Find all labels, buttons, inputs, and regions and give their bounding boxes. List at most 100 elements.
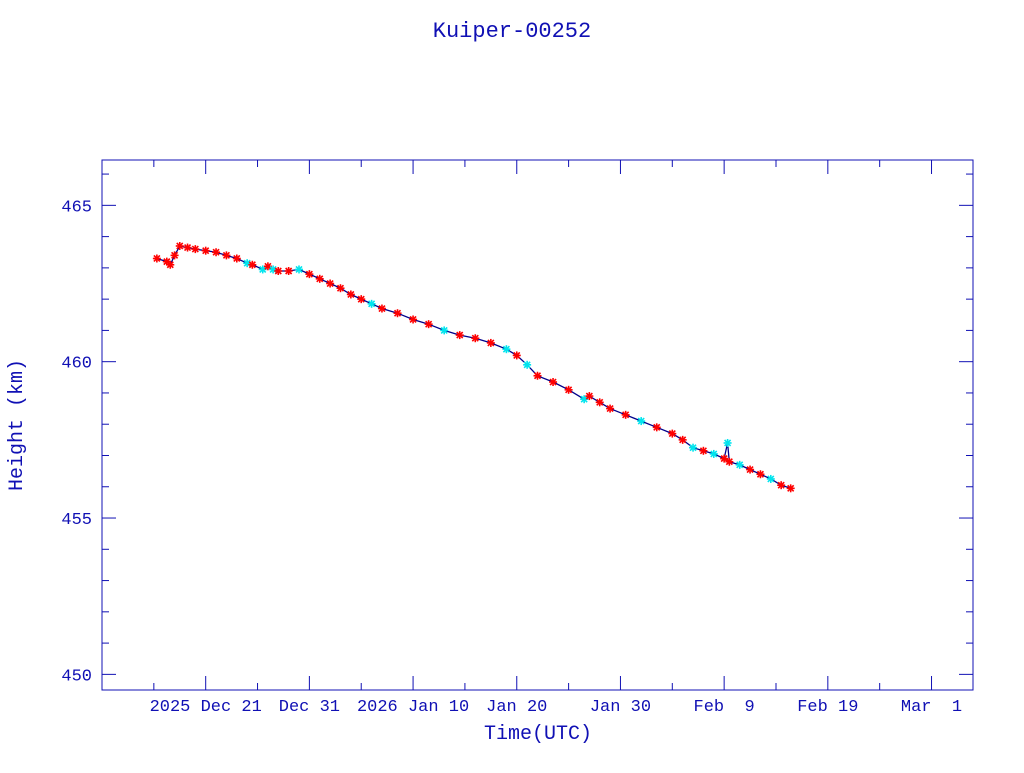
data-point-marker: [201, 246, 210, 255]
data-point-marker: [523, 360, 532, 369]
marker-stroke: [725, 458, 733, 466]
data-point-marker: [191, 245, 200, 254]
marker-stroke: [191, 245, 199, 253]
marker-stroke: [176, 242, 184, 250]
data-point-marker: [595, 398, 604, 407]
data-point-marker: [652, 423, 661, 432]
x-tick-labels: 2025 Dec 21 Dec 31 2026 Jan 10 Jan 20 Jan 30…: [150, 698, 963, 717]
data-point-marker: [183, 243, 192, 252]
data-point-marker: [756, 470, 765, 479]
data-point-marker: [678, 435, 687, 444]
marker-stroke: [523, 361, 531, 369]
marker-stroke: [710, 450, 718, 458]
marker-stroke: [777, 481, 785, 489]
marker-stroke: [153, 254, 161, 263]
x-tick-label: 2025 Dec 21: [150, 698, 262, 717]
x-tick-label: Jan 30: [590, 698, 651, 717]
marker-stroke: [243, 259, 251, 267]
data-point-marker: [377, 304, 386, 313]
marker-stroke: [622, 411, 630, 419]
data-point-marker: [357, 295, 366, 304]
marker-stroke: [596, 398, 604, 406]
data-point-marker: [786, 484, 795, 493]
marker-stroke: [699, 447, 707, 455]
marker-stroke: [606, 405, 614, 413]
x-tick-label: Feb 19: [797, 698, 858, 717]
data-point-marker: [336, 284, 345, 293]
marker-stroke: [212, 248, 220, 256]
marker-stroke: [513, 351, 521, 359]
data-point-marker: [152, 254, 161, 263]
data-point-marker: [409, 315, 418, 324]
marker-stroke: [787, 484, 795, 492]
data-point-marker: [424, 320, 433, 329]
marker-stroke: [347, 290, 355, 299]
data-point-marker: [502, 345, 511, 354]
chart-title: Kuiper-00252: [433, 19, 591, 44]
marker-stroke: [285, 267, 293, 275]
data-point-marker: [367, 299, 376, 308]
marker-stroke: [471, 334, 479, 342]
marker-stroke: [183, 243, 192, 252]
marker-stroke: [756, 470, 765, 478]
data-point-marker: [486, 338, 495, 347]
data-point-marker: [735, 460, 744, 469]
data-point-marker: [346, 290, 355, 299]
marker-stroke: [409, 315, 417, 324]
data-point-marker: [305, 270, 314, 279]
axis-ticks: [101, 160, 973, 690]
x-tick-label: Mar 1: [901, 698, 962, 717]
marker-stroke: [316, 275, 324, 283]
data-point-marker: [777, 481, 786, 490]
series-line: [156, 245, 791, 489]
marker-stroke: [689, 444, 697, 452]
data-point-marker: [689, 443, 698, 452]
marker-stroke: [746, 465, 754, 474]
marker-stroke: [668, 430, 676, 438]
data-point-marker: [166, 260, 175, 269]
data-point-marker: [549, 378, 558, 387]
data-point-marker: [621, 410, 630, 419]
data-point-marker: [533, 371, 542, 380]
marker-stroke: [274, 267, 282, 275]
marker-stroke: [368, 300, 376, 308]
x-tick-label: Jan 20: [486, 698, 547, 717]
marker-stroke: [393, 309, 402, 317]
marker-stroke: [720, 455, 728, 463]
data-point-marker: [564, 385, 573, 394]
data-point-marker: [212, 248, 221, 257]
marker-stroke: [425, 320, 433, 328]
marker-stroke: [269, 265, 277, 274]
y-axis-label: Height (km): [6, 359, 29, 491]
data-point-marker: [512, 351, 521, 360]
marker-stroke: [456, 331, 464, 339]
y-tick-label: 450: [61, 667, 92, 686]
data-point-marker: [585, 392, 594, 401]
marker-stroke: [222, 251, 230, 259]
marker-stroke: [724, 439, 732, 447]
marker-stroke: [653, 423, 661, 431]
marker-stroke: [166, 261, 174, 269]
marker-stroke: [248, 261, 256, 269]
marker-stroke: [336, 284, 345, 292]
marker-stroke: [163, 258, 171, 266]
marker-stroke: [259, 265, 267, 274]
marker-stroke: [487, 339, 495, 347]
data-point-marker: [766, 474, 775, 483]
data-point-marker: [725, 457, 734, 466]
plot-frame: [101, 159, 974, 691]
data-point-marker: [668, 429, 677, 438]
data-point-marker: [284, 267, 293, 276]
data-point-marker: [723, 438, 732, 447]
marker-stroke: [565, 386, 573, 394]
marker-stroke: [305, 270, 313, 278]
data-point-marker: [326, 279, 335, 288]
marker-stroke: [378, 304, 386, 313]
data-point-marker: [746, 465, 755, 474]
marker-stroke: [357, 295, 365, 303]
data-point-marker: [709, 449, 718, 458]
y-tick-label: 465: [61, 198, 92, 217]
height-series: [152, 241, 795, 493]
y-tick-labels: 450 455 460 465: [61, 198, 92, 686]
